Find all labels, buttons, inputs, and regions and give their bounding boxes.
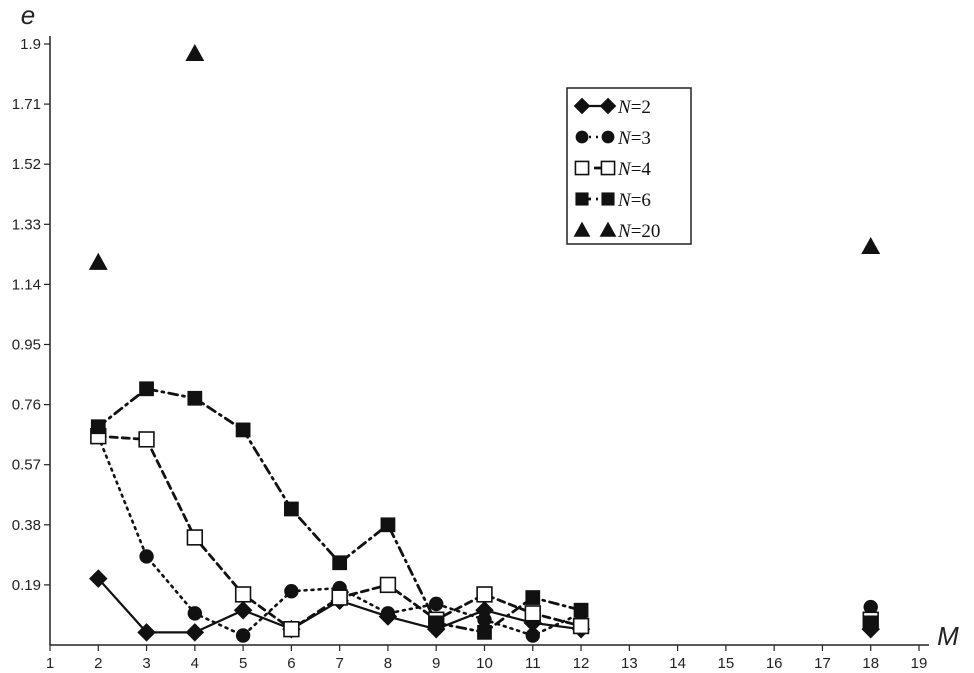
series-n-4-point (572, 617, 590, 635)
x-tick-label: 16 (766, 655, 783, 672)
x-tick-label: 6 (287, 655, 295, 672)
x-tick-label: 14 (669, 655, 686, 672)
series-n-6-point (187, 390, 203, 406)
legend-marker (600, 160, 616, 176)
legend-marker (575, 130, 589, 144)
tick-marks (44, 43, 920, 651)
y-tick-label: 1.71 (12, 96, 41, 113)
series-n-4-point (186, 529, 204, 546)
y-tick-label: 0.19 (12, 577, 41, 594)
y-tick-label: 0.57 (12, 457, 41, 474)
y-tick-label: 1.14 (12, 276, 41, 293)
legend-item-n-20: N=20 (573, 221, 660, 242)
series-n-4-point (379, 576, 397, 594)
legend-marker (601, 130, 615, 144)
legend-marker (574, 160, 590, 176)
x-tick-label: 17 (814, 655, 831, 672)
x-tick-label: 9 (432, 655, 440, 672)
x-tick-labels: 1 2 3 4 5 6 7 8 9 10 11 12 13 14 15 16 17 18 19 (46, 655, 928, 672)
series-n-6-point (90, 419, 106, 435)
series-n-3-point (187, 606, 203, 621)
legend-marker (599, 97, 617, 115)
x-tick-label: 7 (335, 655, 343, 672)
series-n-3-point (525, 628, 540, 643)
series-n-2-point (137, 623, 156, 642)
legend-label: N=20 (617, 221, 660, 242)
x-tick-label: 10 (476, 655, 493, 672)
series-n-6-point (380, 517, 396, 533)
y-tick-label: 1.33 (12, 216, 41, 233)
series-n-6-line (96, 387, 583, 634)
x-tick-label: 11 (525, 655, 541, 672)
legend-marker (573, 97, 591, 115)
legend-label: N=2 (617, 97, 651, 118)
series-n-6-point (235, 422, 251, 438)
x-axis-label: M (937, 621, 959, 651)
y-tick-label: 0.76 (12, 397, 41, 414)
series-n-4-point (283, 621, 300, 638)
series-markers (88, 44, 881, 643)
y-tick-label: 0.38 (12, 517, 41, 534)
x-tick-label: 13 (621, 655, 638, 672)
series-n-6-point (284, 501, 299, 517)
legend-item-n-2: N=2 (573, 97, 651, 118)
legend-label: N=3 (617, 128, 651, 149)
legend-label: N=6 (617, 190, 651, 211)
series-n-6-point (477, 624, 492, 640)
series-n-20-point (88, 252, 108, 270)
x-tick-label: 19 (911, 655, 928, 672)
legend-label: N=4 (617, 159, 651, 180)
series-n-2-point (89, 569, 108, 588)
y-tick-label: 1.9 (20, 36, 41, 53)
x-tick-label: 2 (94, 655, 102, 672)
series-n-3-point (139, 549, 154, 564)
series-n-3-point (284, 584, 299, 599)
series-n-4-point (331, 589, 348, 606)
series-n-4-point (138, 431, 155, 448)
series-n-6-point (139, 381, 154, 397)
series-n-2-point (233, 600, 253, 620)
series-n-6-point (332, 555, 348, 571)
series-n-3-point (380, 606, 396, 621)
legend-marker (575, 192, 589, 206)
series-n-4-point (476, 586, 493, 603)
series-n-3-point (429, 596, 444, 612)
series-n-6-point (525, 590, 541, 605)
series-n-3-point (863, 599, 878, 615)
series-n-20-point (185, 44, 205, 62)
legend-marker (599, 221, 617, 237)
x-tick-label: 3 (142, 655, 150, 672)
series-n-6-point (428, 615, 444, 631)
series-n-20-point (861, 236, 881, 255)
y-axis-label: e (21, 0, 35, 30)
series-n-3-point (235, 628, 251, 643)
legend: N=2 N=3 N=4 N=6 N=20 (566, 87, 692, 245)
series-n-2-point (185, 623, 205, 642)
legend-item-n-4: N=4 (574, 159, 651, 180)
x-tick-label: 4 (191, 655, 199, 672)
legend-item-n-6: N=6 (575, 190, 651, 211)
x-tick-label: 8 (384, 655, 392, 672)
series-n-6-point (863, 615, 879, 631)
legend-marker (601, 192, 615, 206)
x-tick-label: 18 (862, 655, 879, 672)
y-tick-labels: 0.19 0.38 0.57 0.76 0.95 1.14 1.33 1.52 1.71 1.9 (12, 36, 41, 594)
series-n-6-point (573, 602, 589, 618)
y-tick-label: 1.52 (12, 156, 41, 173)
series-n-4-point (234, 586, 252, 603)
series-n-3-point (477, 612, 492, 627)
x-tick-label: 15 (718, 655, 735, 672)
series-n-4-point (524, 605, 541, 622)
x-tick-label: 12 (573, 655, 590, 672)
y-tick-label: 0.95 (12, 337, 41, 354)
legend-item-n-3: N=3 (575, 128, 651, 149)
x-tick-label: 5 (239, 655, 247, 672)
legend-marker (573, 221, 591, 237)
x-tick-label: 1 (46, 655, 54, 672)
